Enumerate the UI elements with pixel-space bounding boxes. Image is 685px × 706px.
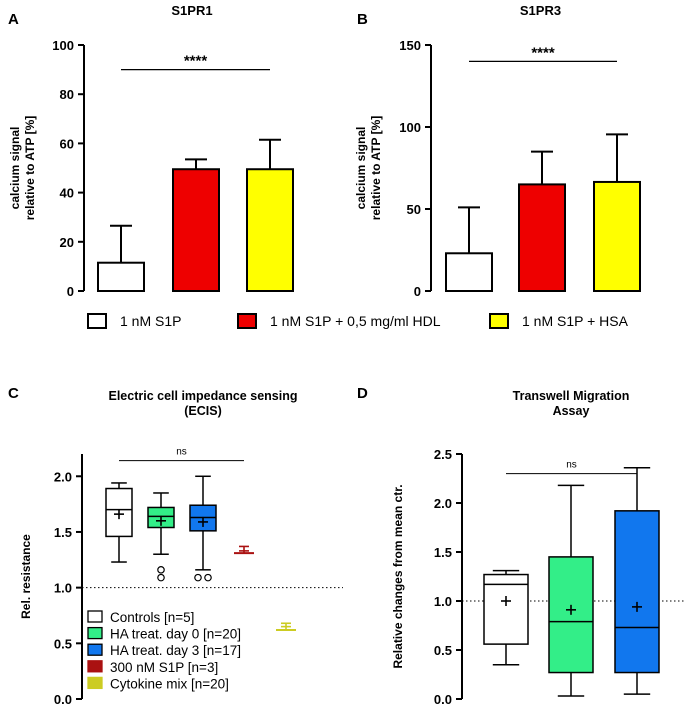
y-axis-label: Rel. resistance: [19, 534, 33, 619]
chart-title: S1PR3: [520, 3, 561, 18]
legend-label: HA treat. day 0 [n=20]: [110, 627, 241, 642]
y-axis-label: Relative changes from mean ctr.: [391, 484, 405, 668]
chart-title: (ECIS): [184, 404, 222, 418]
bar: [97, 261, 145, 292]
legend-swatch: [87, 313, 107, 329]
y-tick-label: 150: [399, 38, 421, 53]
box: [614, 510, 660, 674]
legend-label: 1 nM S1P + 0,5 mg/ml HDL: [270, 313, 441, 329]
chart-title: Electric cell impedance sensing: [109, 389, 298, 403]
panel-label-d: D: [357, 385, 368, 402]
outlier-point: [204, 573, 212, 582]
panel-a: S1PR1 0 20 40 60 80 100 calcium signalrelative …: [8, 3, 294, 299]
y-tick-label: 20: [60, 235, 74, 250]
y-tick-label: 0: [414, 284, 421, 299]
y-tick-label: 1.0: [434, 594, 452, 609]
y-axis-label: calcium signalrelative to ATP [%]: [354, 116, 383, 220]
y-tick-label: 2.0: [54, 469, 72, 484]
legend-label: Controls [n=5]: [110, 610, 194, 625]
bar: [172, 168, 220, 292]
bar: [246, 168, 294, 292]
legend-label: 300 nM S1P [n=3]: [110, 660, 218, 675]
legend-swatch: [87, 626, 103, 640]
y-tick-label: 80: [60, 87, 74, 102]
y-axis-label-line: relative to ATP [%]: [369, 116, 383, 220]
legend-label: 1 nM S1P: [120, 313, 181, 329]
legend-label: Cytokine mix [n=20]: [110, 676, 229, 691]
panel-label-b: B: [357, 11, 368, 28]
y-tick-label: 0.0: [54, 692, 72, 706]
outlier-point: [157, 566, 165, 574]
y-tick-label: 2.5: [434, 447, 452, 462]
legend-c: Controls [n=5] HA treat. day 0 [n=20]HA t…: [87, 610, 241, 691]
bar: [445, 252, 493, 292]
y-tick-label: 100: [52, 38, 74, 53]
y-tick-label: 50: [407, 202, 421, 217]
legend-label: 1 nM S1P + HSA: [522, 313, 629, 329]
panel-b: S1PR3 0 50 100 150 calcium signalrelative to …: [354, 3, 641, 299]
y-tick-label: 1.0: [54, 581, 72, 596]
legend-swatch: [87, 643, 103, 656]
panel-c: Electric cell impedance sensing(ECIS) 0.0…: [19, 389, 343, 706]
y-tick-label: 0.5: [54, 636, 72, 651]
chart-title: Assay: [553, 404, 590, 418]
outlier-point: [157, 573, 165, 582]
legend-swatch: [489, 313, 509, 329]
y-tick-label: 1.5: [54, 525, 72, 540]
significance-label: ****: [184, 53, 208, 70]
y-axis-label: calcium signalrelative to ATP [%]: [8, 116, 37, 220]
y-tick-label: 0.0: [434, 692, 452, 706]
y-tick-label: 0.5: [434, 643, 452, 658]
legend-swatch: [237, 313, 257, 329]
bar: [518, 183, 566, 292]
significance-label: ns: [566, 460, 577, 471]
panel-label-a: A: [8, 11, 19, 28]
legend-swatch: [87, 676, 103, 690]
significance-label: ns: [176, 447, 187, 458]
chart-title: S1PR1: [171, 3, 212, 18]
legend-ab: 1 nM S1P 1 nM S1P + 0,5 mg/ml HDL 1 nM S1P…: [87, 313, 629, 329]
y-tick-label: 60: [60, 136, 74, 151]
legend-swatch: [87, 610, 103, 623]
y-axis-label-line: relative to ATP [%]: [23, 116, 37, 220]
y-tick-label: 1.5: [434, 545, 452, 560]
y-axis-label-line: calcium signal: [354, 127, 368, 210]
significance-label: ****: [531, 44, 555, 61]
y-tick-label: 100: [399, 120, 421, 135]
bar: [593, 180, 641, 292]
y-tick-label: 0: [67, 284, 74, 299]
box: [483, 573, 529, 645]
chart-title: Transwell Migration: [513, 389, 630, 403]
outlier-point: [194, 573, 202, 582]
legend-label: HA treat. day 3 [n=17]: [110, 643, 241, 658]
y-axis-label-line: calcium signal: [8, 127, 22, 210]
y-tick-label: 40: [60, 186, 74, 201]
legend-swatch: [87, 660, 103, 673]
y-tick-label: 2.0: [434, 496, 452, 511]
panel-label-c: C: [8, 385, 19, 402]
